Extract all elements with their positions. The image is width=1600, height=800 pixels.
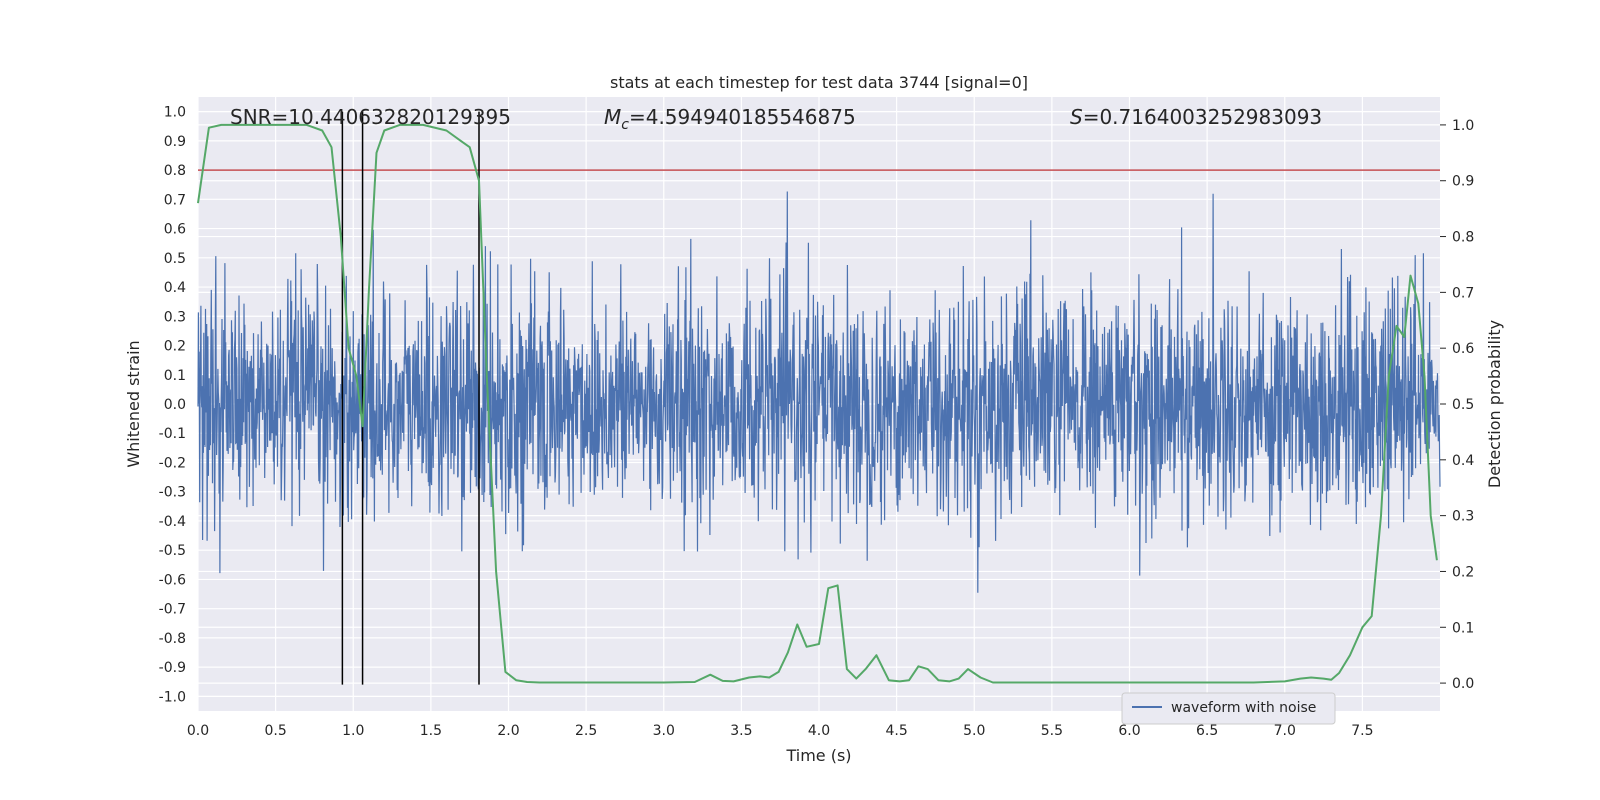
left-y-tick-label: 0.1 [164, 368, 186, 384]
s-symbol: S [1070, 105, 1083, 129]
waveform-with-noise-series [197, 191, 1441, 593]
left-y-tick-label: 0.9 [164, 134, 186, 150]
right-y-tick-label: 0.1 [1452, 620, 1474, 636]
x-axis-ticks: 0.0 0.5 1.0 1.5 2.0 2.5 3.0 3.5 4.0 4.5 5.0 5.5 6.0 6… [187, 723, 1374, 739]
right-y-tick-label: 0.2 [1452, 564, 1474, 580]
x-tick-label: 7.0 [1274, 723, 1296, 739]
right-y-tick-label: 0.3 [1452, 509, 1474, 525]
right-y-axis-ticks: 1.0 0.9 0.8 0.7 0.6 0.5 0.4 0.3 0.2 0.1 0.0 [1440, 118, 1474, 692]
x-tick-label: 1.5 [420, 723, 442, 739]
chirp-mass-symbol: M [604, 105, 621, 129]
left-y-axis-ticks: 1.0 0.9 0.8 0.7 0.6 0.5 0.4 0.3 0.2 0.1 0.0 -0.1 -0.… [159, 105, 186, 706]
left-y-tick-label: 0.6 [164, 222, 186, 238]
left-y-tick-label: -0.7 [159, 602, 186, 618]
left-y-tick-label: 0.2 [164, 339, 186, 355]
left-y-tick-label: 0.3 [164, 309, 186, 325]
legend-box [1121, 692, 1336, 725]
chirp-mass-subscript: c [621, 117, 629, 133]
right-y-tick-label: 0.5 [1452, 397, 1474, 413]
x-tick-label: 2.0 [497, 723, 519, 739]
x-tick-label: 1.0 [342, 723, 364, 739]
chart-title: stats at each timestep for test data 374… [610, 73, 1028, 92]
x-tick-label: 4.5 [885, 723, 907, 739]
left-y-tick-label: 0.5 [164, 251, 186, 267]
s-annotation: S=0.7164003252983093 [1070, 105, 1322, 129]
x-tick-label: 0.0 [187, 723, 209, 739]
detection-probability-line [197, 123, 1438, 684]
s-value: =0.7164003252983093 [1083, 105, 1322, 129]
left-y-tick-label: 0.4 [164, 280, 186, 296]
left-y-tick-label: -0.5 [159, 543, 186, 559]
left-y-tick-label: -0.8 [159, 631, 186, 647]
x-tick-label: 7.5 [1351, 723, 1373, 739]
left-y-tick-label: 0.0 [164, 397, 186, 413]
legend: waveform with noise [1121, 692, 1336, 725]
x-tick-label: 2.5 [575, 723, 597, 739]
right-y-axis-label: Detection probability [1485, 320, 1504, 488]
right-y-tick-label: 0.0 [1452, 676, 1474, 692]
chirp-mass-annotation: Mc=4.594940185546875 [604, 105, 856, 133]
waveform-line [197, 191, 1441, 593]
left-y-tick-label: -0.2 [159, 455, 186, 471]
x-tick-label: 6.5 [1196, 723, 1218, 739]
right-y-tick-label: 0.4 [1452, 453, 1474, 469]
right-y-tick-label: 0.9 [1452, 174, 1474, 190]
event-marker-lines [341, 111, 480, 685]
legend-label: waveform with noise [1171, 700, 1316, 716]
chirp-mass-value: =4.594940185546875 [629, 105, 856, 129]
left-y-tick-label: -0.3 [159, 485, 186, 501]
x-axis-label: Time (s) [785, 746, 851, 765]
right-y-tick-label: 0.8 [1452, 230, 1474, 246]
left-y-tick-label: -0.4 [159, 514, 186, 530]
left-y-axis-label: Whitened strain [124, 340, 143, 467]
x-tick-label: 6.0 [1118, 723, 1140, 739]
x-tick-label: 3.5 [730, 723, 752, 739]
right-y-tick-label: 0.7 [1452, 285, 1474, 301]
x-tick-label: 5.5 [1041, 723, 1063, 739]
snr-annotation: SNR=10.440632820129395 [230, 105, 511, 129]
left-y-tick-label: 1.0 [164, 105, 186, 121]
left-y-tick-label: 0.8 [164, 163, 186, 179]
x-tick-label: 4.0 [808, 723, 830, 739]
left-y-tick-label: -0.9 [159, 660, 186, 676]
right-y-tick-label: 1.0 [1452, 118, 1474, 134]
left-y-tick-label: -0.1 [159, 426, 186, 442]
x-tick-label: 3.0 [653, 723, 675, 739]
x-tick-label: 5.0 [963, 723, 985, 739]
right-y-tick-label: 0.6 [1452, 341, 1474, 357]
left-y-tick-label: -1.0 [159, 689, 186, 705]
left-y-tick-label: 0.7 [164, 192, 186, 208]
x-tick-label: 0.5 [264, 723, 286, 739]
left-y-tick-label: -0.6 [159, 572, 186, 588]
